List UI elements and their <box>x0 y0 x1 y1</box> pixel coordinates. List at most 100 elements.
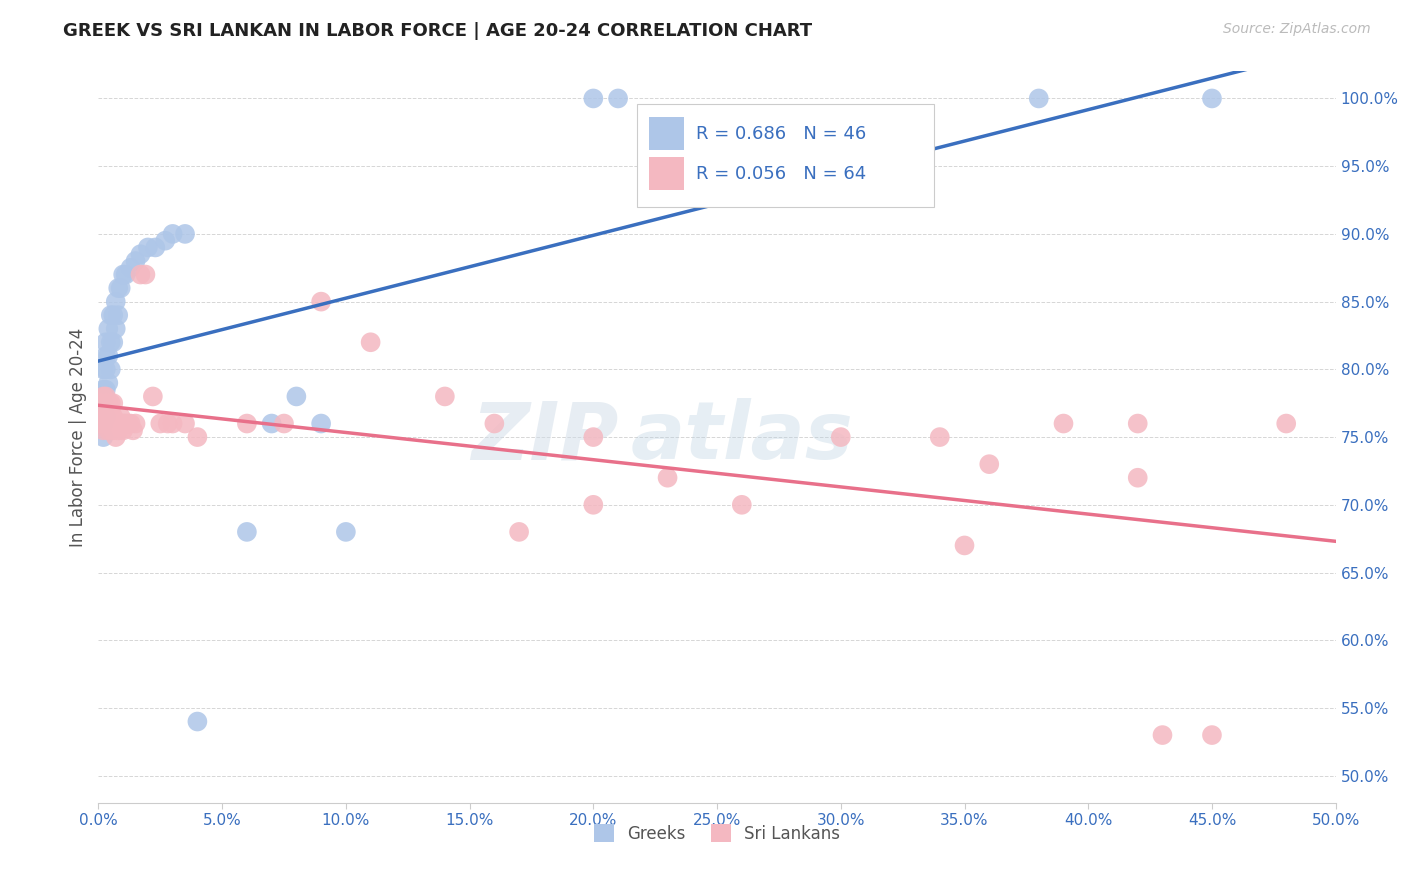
Point <box>93 403 115 417</box>
Point <box>112 417 135 431</box>
Point <box>129 268 152 282</box>
Point <box>90 389 112 403</box>
Point <box>103 308 125 322</box>
Point <box>90 403 112 417</box>
Point <box>120 260 142 275</box>
Point <box>1201 728 1223 742</box>
Point <box>112 268 135 282</box>
Point <box>97 423 120 437</box>
Point <box>1028 91 1050 105</box>
Point <box>100 335 122 350</box>
Point <box>110 417 132 431</box>
Point <box>93 383 115 397</box>
Point <box>104 417 127 431</box>
Point <box>830 430 852 444</box>
Point <box>273 417 295 431</box>
Point <box>97 409 120 424</box>
Point <box>582 430 605 444</box>
Point <box>110 409 132 424</box>
Y-axis label: In Labor Force | Age 20-24: In Labor Force | Age 20-24 <box>69 327 87 547</box>
Point <box>93 362 115 376</box>
Point <box>94 417 117 431</box>
Point <box>149 417 172 431</box>
Point <box>107 423 129 437</box>
Text: GREEK VS SRI LANKAN IN LABOR FORCE | AGE 20-24 CORRELATION CHART: GREEK VS SRI LANKAN IN LABOR FORCE | AGE… <box>63 22 813 40</box>
Point <box>607 91 630 105</box>
Point <box>953 538 976 552</box>
Text: Source: ZipAtlas.com: Source: ZipAtlas.com <box>1223 22 1371 37</box>
Point <box>94 335 117 350</box>
Point <box>186 714 208 729</box>
Point <box>100 362 122 376</box>
Point <box>104 322 127 336</box>
Point <box>93 423 115 437</box>
Point <box>94 383 117 397</box>
Point <box>129 247 152 261</box>
Point <box>731 498 754 512</box>
Point <box>309 294 332 309</box>
Point <box>94 362 117 376</box>
Point <box>335 524 357 539</box>
Point <box>186 430 208 444</box>
Point <box>93 396 115 410</box>
Point <box>94 403 117 417</box>
Point <box>1126 417 1149 431</box>
Point <box>93 417 115 431</box>
Point <box>93 430 115 444</box>
Point <box>94 389 117 403</box>
Point <box>928 430 950 444</box>
Point <box>174 227 197 241</box>
Point <box>236 417 259 431</box>
Point <box>582 498 605 512</box>
Point <box>124 417 146 431</box>
Point <box>582 91 605 105</box>
Point <box>124 254 146 268</box>
Point <box>117 417 139 431</box>
Legend: Greeks, Sri Lankans: Greeks, Sri Lankans <box>588 818 846 849</box>
Point <box>360 335 382 350</box>
Point <box>174 417 197 431</box>
Point <box>112 423 135 437</box>
Point <box>104 294 127 309</box>
Point <box>1052 417 1074 431</box>
Point <box>107 417 129 431</box>
Point <box>90 417 112 431</box>
Point <box>162 417 184 431</box>
Point <box>103 423 125 437</box>
Bar <box>650 157 683 190</box>
Point <box>136 240 159 254</box>
Point <box>94 417 117 431</box>
Point <box>309 417 332 431</box>
Point <box>979 457 1001 471</box>
Point <box>94 396 117 410</box>
Point <box>97 376 120 390</box>
Point <box>110 281 132 295</box>
Point <box>1126 471 1149 485</box>
Point <box>142 389 165 403</box>
Point <box>236 524 259 539</box>
Point <box>97 417 120 431</box>
Point <box>162 227 184 241</box>
Point <box>107 281 129 295</box>
Point <box>93 389 115 403</box>
Point <box>103 396 125 410</box>
Point <box>120 417 142 431</box>
Point <box>285 389 308 403</box>
Point <box>156 417 179 431</box>
Point <box>484 417 506 431</box>
Point <box>97 322 120 336</box>
Point <box>90 417 112 431</box>
Point <box>155 234 177 248</box>
Point <box>100 308 122 322</box>
Point <box>103 409 125 424</box>
Point <box>103 335 125 350</box>
Text: atlas: atlas <box>630 398 853 476</box>
Point <box>433 389 456 403</box>
Point <box>260 417 283 431</box>
Point <box>1275 417 1298 431</box>
Point <box>90 396 112 410</box>
Point <box>107 308 129 322</box>
Point <box>100 403 122 417</box>
FancyBboxPatch shape <box>637 104 934 207</box>
Point <box>114 417 136 431</box>
